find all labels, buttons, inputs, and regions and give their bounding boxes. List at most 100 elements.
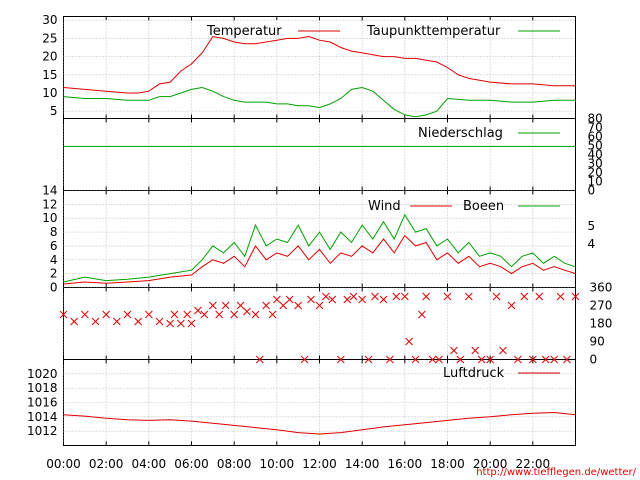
legend-label-temperatur: Temperatur xyxy=(206,24,282,39)
legend-pressure: Luftdruck xyxy=(443,366,560,381)
direction-point xyxy=(464,292,473,301)
marker-stroke xyxy=(492,292,501,301)
marker-stroke xyxy=(279,301,288,310)
marker-stroke xyxy=(183,310,192,319)
grid-layer xyxy=(63,16,576,446)
direction-point xyxy=(123,310,132,319)
direction-point xyxy=(422,292,431,301)
y-tick-label: 5 xyxy=(50,104,58,118)
direction-point xyxy=(155,317,164,326)
direction-point xyxy=(208,301,217,310)
direction-point xyxy=(80,310,89,319)
direction-point xyxy=(230,310,239,319)
x-tick-label: 20:00 xyxy=(473,457,508,471)
y-right-tick-label: 60 xyxy=(588,130,603,144)
y-right-tick-label: 5 xyxy=(588,219,596,233)
y-right-tick-label: 270 xyxy=(590,299,613,313)
direction-point xyxy=(428,355,437,364)
marker-stroke xyxy=(422,292,431,301)
y-right-tick-label: 0 xyxy=(590,353,598,367)
direction-point xyxy=(187,319,196,328)
y-right-tick-label: 30 xyxy=(588,157,603,171)
direction-point xyxy=(243,307,251,316)
direction-point xyxy=(499,346,507,355)
y-right-tick-label: 4 xyxy=(588,237,596,251)
legend-label-wind: Wind xyxy=(368,199,401,214)
y-tick-label: 4 xyxy=(50,253,58,267)
marker-stroke xyxy=(255,355,264,364)
y-tick-label: 10 xyxy=(42,86,57,100)
direction-point xyxy=(450,346,458,355)
marker-stroke xyxy=(91,317,100,326)
direction-point xyxy=(268,310,277,319)
marker-stroke xyxy=(123,310,132,319)
direction-point xyxy=(166,319,175,328)
marker-stroke xyxy=(200,310,209,319)
direction-point xyxy=(379,295,388,304)
legend-temperature: Temperatur Taupunkttemperatur xyxy=(206,24,560,39)
marker-stroke xyxy=(411,355,420,364)
legend-precipitation: Niederschlag xyxy=(418,126,560,141)
series-layer xyxy=(59,35,580,435)
x-tick-label: 22:00 xyxy=(516,457,551,471)
direction-point xyxy=(194,306,202,315)
marker-stroke xyxy=(358,295,367,304)
direction-point xyxy=(285,295,294,304)
direction-point xyxy=(102,310,111,319)
marker-stroke xyxy=(176,319,185,328)
marker-stroke xyxy=(285,295,294,304)
marker-stroke xyxy=(477,355,486,364)
y-right-tick-label: 10 xyxy=(588,175,603,189)
marker-stroke xyxy=(236,301,245,310)
marker-stroke xyxy=(166,319,175,328)
direction-point xyxy=(307,295,315,304)
marker-stroke xyxy=(70,317,79,326)
marker-stroke xyxy=(535,292,544,301)
y-right-tick-label: 360 xyxy=(590,281,613,295)
marker-stroke xyxy=(428,355,437,364)
direction-point xyxy=(371,292,379,301)
series-line-taupunkttemperatur xyxy=(63,86,576,118)
marker-stroke xyxy=(471,346,480,355)
marker-stroke xyxy=(187,319,196,328)
y-tick-label: 1012 xyxy=(27,424,58,438)
y-right-tick-label: 50 xyxy=(588,139,603,153)
marker-stroke xyxy=(405,337,413,346)
direction-point xyxy=(477,355,486,364)
x-tick-label: 16:00 xyxy=(388,457,423,471)
marker-stroke xyxy=(343,295,352,304)
series-line-temperatur xyxy=(63,35,576,94)
direction-point xyxy=(550,355,559,364)
direction-point xyxy=(535,292,544,301)
y-tick-label: 14 xyxy=(42,184,57,198)
direction-point xyxy=(411,355,420,364)
marker-stroke xyxy=(400,292,409,301)
series-line-boeen xyxy=(63,213,576,283)
y-right-tick-label: 70 xyxy=(588,121,603,135)
marker-stroke xyxy=(528,355,537,364)
direction-point xyxy=(349,292,358,301)
direction-point xyxy=(144,310,153,319)
direction-point xyxy=(300,355,309,364)
direction-point xyxy=(272,295,281,304)
marker-stroke xyxy=(392,292,401,301)
y-tick-label: 1018 xyxy=(27,381,58,395)
marker-stroke xyxy=(556,292,565,301)
marker-stroke xyxy=(563,355,571,364)
direction-point xyxy=(91,317,100,326)
direction-point xyxy=(215,310,224,319)
marker-stroke xyxy=(336,355,345,364)
marker-stroke xyxy=(170,310,179,319)
marker-stroke xyxy=(102,310,111,319)
legend-label-taupunkttemperatur: Taupunkttemperatur xyxy=(366,24,501,39)
marker-stroke xyxy=(328,295,337,304)
marker-stroke xyxy=(349,292,358,301)
legend-label-boeen: Boeen xyxy=(463,199,504,214)
legend-label-niederschlag: Niederschlag xyxy=(418,126,503,141)
marker-stroke xyxy=(443,292,452,301)
direction-point xyxy=(556,292,565,301)
legend-label-luftdruck: Luftdruck xyxy=(443,366,505,381)
x-tick-label: 00:00 xyxy=(46,457,81,471)
direction-point xyxy=(112,317,121,326)
marker-stroke xyxy=(456,355,465,364)
